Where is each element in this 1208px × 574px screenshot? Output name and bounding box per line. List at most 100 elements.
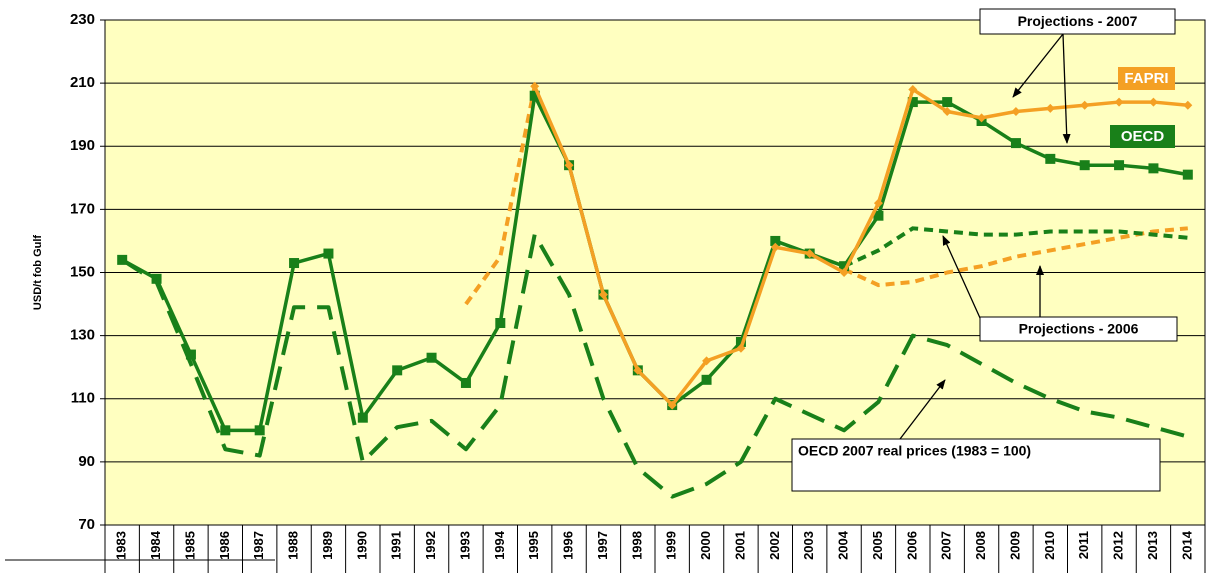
annotation-arrow <box>1062 33 1071 144</box>
x-tick-label: 1996 <box>561 531 576 560</box>
series-line <box>533 85 1188 407</box>
x-tick-label: 2009 <box>1007 531 1022 560</box>
x-tick-label: 1985 <box>182 531 197 560</box>
x-tick-label: 2011 <box>1076 531 1091 559</box>
y-axis-label: USD/t fob Gulf <box>32 235 44 310</box>
x-tick-label: 2012 <box>1111 531 1126 560</box>
x-tick-label: 1983 <box>114 531 129 560</box>
series-tag <box>1110 125 1175 148</box>
y-tick-label: 150 <box>70 263 95 280</box>
marker <box>460 377 471 388</box>
x-tick-label: 1993 <box>457 531 472 560</box>
marker <box>323 248 334 259</box>
annotation: Projections - 2007 <box>1018 13 1138 29</box>
y-tick-label: 210 <box>70 74 95 91</box>
marker <box>1148 163 1159 174</box>
x-tick-label: 1990 <box>354 531 369 560</box>
marker <box>1114 97 1124 107</box>
marker <box>736 343 746 353</box>
annotation-arrow <box>942 235 986 330</box>
marker <box>873 198 883 208</box>
marker <box>667 400 677 410</box>
marker <box>1010 138 1021 149</box>
series-tag <box>1118 67 1175 90</box>
x-tick-label: 1989 <box>320 531 335 560</box>
marker <box>908 84 918 94</box>
annotation-box <box>979 8 1176 35</box>
marker <box>1182 169 1193 180</box>
marker <box>529 90 540 101</box>
marker <box>564 160 574 170</box>
x-tick-label: 1991 <box>389 531 404 560</box>
x-tick-label: 1987 <box>251 531 266 560</box>
x-tick-label: 2001 <box>732 531 747 560</box>
marker <box>839 261 850 272</box>
y-tick-label: 170 <box>70 200 95 217</box>
x-tick-label: 1992 <box>423 531 438 560</box>
annotation-box <box>791 438 1161 492</box>
x-tick-label: 2007 <box>939 531 954 560</box>
marker <box>1045 153 1056 164</box>
marker <box>701 374 712 385</box>
x-tick-label: 2004 <box>836 530 851 560</box>
marker <box>1183 100 1193 110</box>
x-tick-label: 1999 <box>664 531 679 560</box>
marker <box>1011 107 1021 117</box>
series-tag-label: OECD <box>1121 128 1165 145</box>
marker <box>1148 97 1158 107</box>
series-line <box>121 232 1189 499</box>
x-tick-label: 2010 <box>1042 531 1057 560</box>
x-tick-label: 2006 <box>904 531 919 560</box>
x-tick-label: 1998 <box>629 531 644 560</box>
marker <box>1114 160 1125 171</box>
series-line <box>843 226 1188 269</box>
marker <box>357 412 368 423</box>
x-tick-label: 1994 <box>492 530 507 560</box>
marker <box>977 113 987 123</box>
marker <box>873 210 884 221</box>
annotation-arrow <box>1012 33 1064 98</box>
series-tag-label: FAPRI <box>1124 70 1168 87</box>
marker <box>151 273 162 284</box>
marker <box>392 365 403 376</box>
marker <box>289 258 300 269</box>
marker <box>1079 160 1090 171</box>
annotation: OECD 2007 real prices (1983 = 100) <box>798 443 1031 459</box>
annotation-box <box>979 316 1178 342</box>
marker <box>633 365 643 375</box>
x-tick-label: 2002 <box>767 531 782 560</box>
marker <box>117 254 128 265</box>
marker <box>907 97 918 108</box>
x-tick-label: 2014 <box>1179 530 1194 560</box>
x-tick-label: 2008 <box>973 531 988 560</box>
marker <box>185 349 196 360</box>
series-line <box>464 85 1188 306</box>
marker <box>1045 103 1055 113</box>
x-tick-label: 1988 <box>286 531 301 560</box>
y-tick-label: 190 <box>70 137 95 154</box>
marker <box>530 81 540 91</box>
marker <box>805 249 815 259</box>
marker <box>426 352 437 363</box>
x-tick-label: 2003 <box>801 531 816 560</box>
marker <box>495 318 506 328</box>
y-tick-label: 90 <box>78 453 95 470</box>
annotation-arrow <box>899 379 946 440</box>
x-tick-label: 2005 <box>870 531 885 560</box>
x-tick-label: 1997 <box>595 531 610 560</box>
marker <box>220 425 231 436</box>
marker <box>702 356 712 366</box>
annotation: Projections - 2006 <box>1019 321 1139 337</box>
marker <box>598 290 608 300</box>
marker <box>839 268 849 277</box>
y-tick-label: 110 <box>71 390 95 407</box>
marker <box>770 235 781 246</box>
y-tick-label: 130 <box>70 327 95 344</box>
x-tick-label: 1995 <box>526 531 541 560</box>
marker <box>942 97 953 108</box>
y-tick-label: 70 <box>78 516 95 533</box>
y-tick-label: 230 <box>70 11 95 28</box>
x-tick-label: 1984 <box>148 530 163 560</box>
x-tick-label: 2013 <box>1145 531 1160 560</box>
